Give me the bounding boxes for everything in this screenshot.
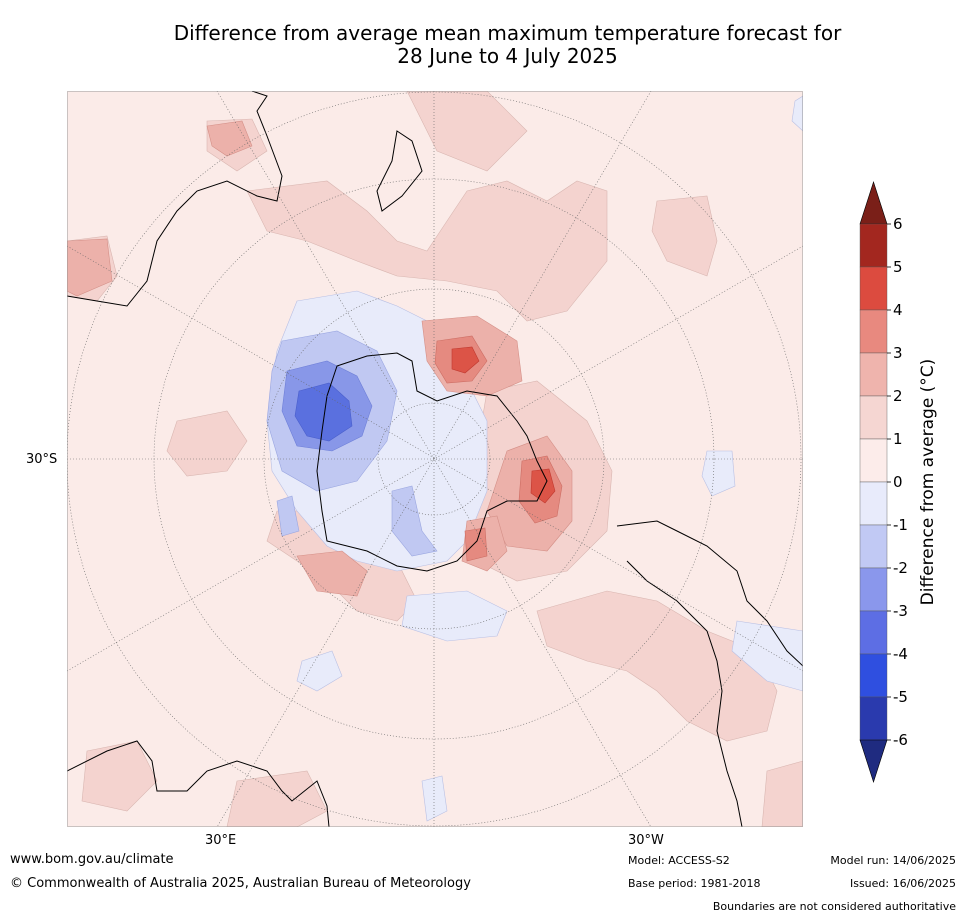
colorbar-under-arrow (859, 739, 888, 783)
colorbar-tick-label: 6 (893, 215, 903, 233)
footer-model: Model: ACCESS-S2 (628, 854, 730, 867)
coastlines (67, 91, 803, 827)
colorbar-tick-label: 2 (893, 387, 903, 405)
colorbar-segment (859, 524, 888, 569)
south-america-west-coast (626, 560, 743, 827)
colorbar-segment (859, 653, 888, 698)
colorbar-tick-label: -2 (893, 559, 908, 577)
colorbar-segment (859, 266, 888, 311)
longitude-label-30w: 30°W (628, 833, 664, 848)
footer-issued: Issued: 16/06/2025 (849, 877, 956, 890)
colorbar-segment (859, 696, 888, 741)
footer-model-run: Model run: 14/06/2025 (830, 854, 956, 867)
colorbar-segment (859, 223, 888, 268)
colorbar-tick-label: -6 (893, 731, 908, 749)
colorbar-title: Difference from average (°C) (918, 358, 938, 606)
colorbar-tick-label: -3 (893, 602, 908, 620)
anomaly-4-5-regions (451, 346, 556, 504)
footer-disclaimer: Boundaries are not considered authoritat… (712, 900, 956, 913)
anomaly-neg-3-4-regions (294, 382, 353, 442)
colorbar-tick-label: 4 (893, 301, 903, 319)
graticule (67, 91, 803, 827)
footer-copyright: © Commonwealth of Australia 2025, Austra… (10, 876, 471, 891)
colorbar-segment (859, 309, 888, 354)
colorbar-graphic: 6 5 4 3 2 1 0 -1 -2 -3 -4 -5 -6 (859, 181, 908, 783)
map-title-line1: Difference from average mean maximum tem… (173, 21, 842, 45)
map-panel (67, 91, 803, 827)
new-zealand-coast (376, 130, 423, 212)
map-title: Difference from average mean maximum tem… (60, 22, 955, 68)
colorbar-segment (859, 438, 888, 483)
colorbar-segment (859, 352, 888, 397)
colorbar-tick-label: -1 (893, 516, 908, 534)
colorbar-over-arrow (859, 181, 888, 225)
footer-website: www.bom.gov.au/climate (10, 852, 174, 867)
footer-base-period: Base period: 1981-2018 (628, 877, 761, 890)
antarctica-coast (316, 352, 548, 572)
colorbar-tick-label: 5 (893, 258, 903, 276)
colorbar-segment (859, 395, 888, 440)
australia-coast (67, 91, 283, 307)
latitude-label-30s: 30°S (26, 452, 58, 467)
south-america-coast (616, 520, 803, 667)
map-title-line2: 28 June to 4 July 2025 (397, 44, 618, 68)
africa-coast (67, 740, 330, 827)
colorbar-segment (859, 481, 888, 526)
colorbar-segment (859, 610, 888, 655)
colorbar-tick-label: -4 (893, 645, 908, 663)
colorbar: 6 5 4 3 2 1 0 -1 -2 -3 -4 -5 -6 (858, 180, 958, 785)
longitude-label-30e: 30°E (205, 833, 237, 848)
colorbar-tick-label: -5 (893, 688, 908, 706)
colorbar-tick-label: 3 (893, 344, 903, 362)
colorbar-tick-label: 0 (893, 473, 903, 491)
colorbar-tick-label: 1 (893, 430, 903, 448)
forecast-map (67, 91, 803, 827)
colorbar-segment (859, 567, 888, 612)
